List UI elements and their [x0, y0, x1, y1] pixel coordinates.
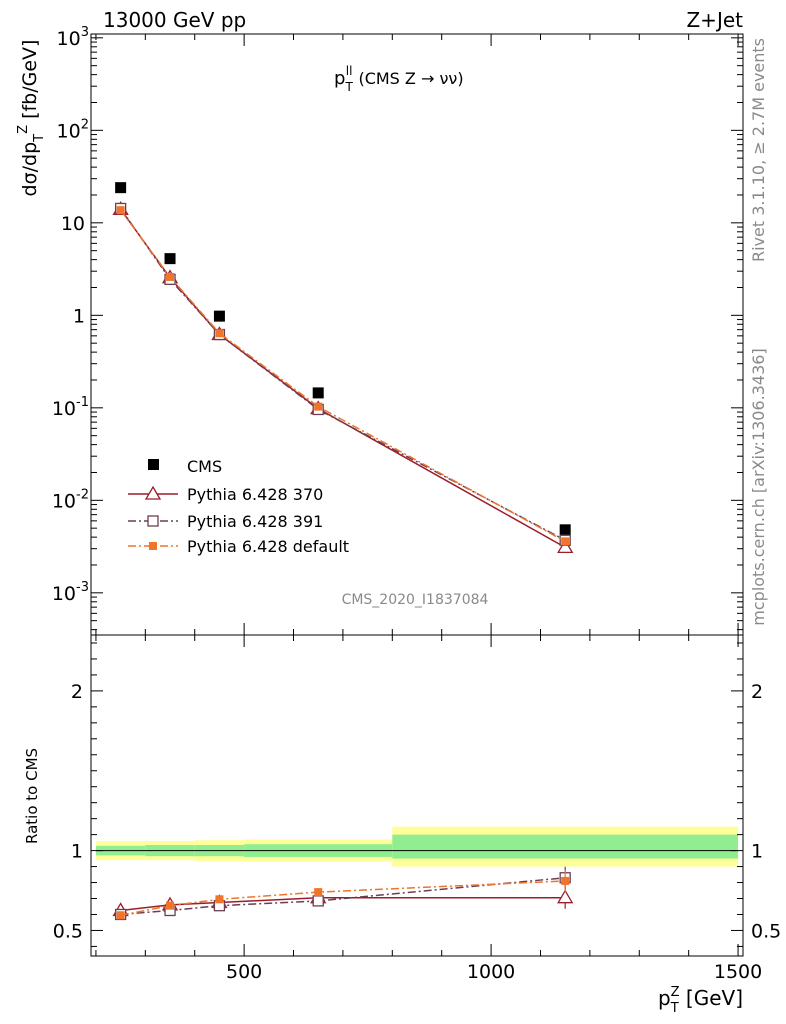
legend-marker-cms [148, 459, 159, 470]
main-ytick-label: 10-1 [52, 395, 89, 420]
ratio-point [215, 895, 224, 904]
main-series [112, 182, 574, 554]
legend-item-cms: CMS [148, 457, 222, 476]
ratio-ytick-label-right: 1 [751, 841, 763, 863]
ratio-series [112, 866, 574, 921]
ratio-bands [95, 826, 739, 867]
ratio-xtick-label: 500 [226, 961, 262, 983]
ratio-ytick-label-right: 2 [751, 681, 763, 703]
ratio-point [166, 901, 175, 910]
ratio-xtick-label: 1000 [467, 961, 515, 983]
ratio-frame [90, 634, 744, 957]
data-point [213, 310, 225, 322]
ratio-series-pythia-6-428-370 [112, 886, 574, 917]
data-point [116, 206, 125, 215]
data-point [559, 524, 571, 536]
ratio-ticks: 500 1000 1500 0.5 0.5 1 1 2 2 [53, 635, 781, 983]
legend-item-pythia-default: Pythia 6.428 default [128, 537, 349, 556]
series-pythia-6-428-370 [112, 201, 574, 554]
header-right: Z+Jet [686, 8, 743, 32]
rivet-label: Rivet 3.1.10, ≥ 2.7M events [749, 38, 768, 262]
ratio-point [116, 911, 125, 920]
ratio-ytick-label-right: 0.5 [751, 920, 781, 942]
legend-marker-pythia-default [149, 542, 157, 550]
main-ytick-label: 102 [57, 117, 89, 142]
ratio-ytick-label: 2 [71, 681, 83, 703]
header-left: 13000 GeV pp [103, 8, 246, 32]
legend-label-pythia-391: Pythia 6.428 391 [187, 512, 323, 531]
legend-item-pythia-370: Pythia 6.428 370 [128, 485, 323, 504]
data-point [314, 402, 323, 411]
main-ytick-label: 10-3 [52, 580, 89, 605]
ratio-point [557, 889, 574, 904]
series-cms [115, 182, 571, 536]
data-point [164, 253, 176, 265]
main-ytick-label: 10 [61, 213, 85, 235]
ratio-series-pythia-6-428-default [116, 869, 570, 920]
ratio-point [312, 895, 324, 907]
data-point [166, 272, 175, 281]
ratio-ytick-label: 0.5 [53, 920, 83, 942]
ratio-point [561, 876, 570, 885]
ratio-xtick-label: 1500 [714, 961, 762, 983]
legend-label-cms: CMS [187, 457, 222, 476]
legend-label-pythia-370: Pythia 6.428 370 [187, 485, 323, 504]
data-point [312, 387, 324, 399]
main-title: pTll (CMS Z → νν) [334, 64, 464, 94]
legend-marker-pythia-391 [147, 515, 159, 527]
data-point [115, 182, 127, 194]
series-pythia-6-428-391 [114, 202, 571, 546]
legend: CMS Pythia 6.428 370 Pythia 6.428 391 Py… [128, 457, 349, 556]
legend-label-pythia-default: Pythia 6.428 default [187, 537, 349, 556]
data-point [215, 329, 224, 338]
ratio-ytick-label: 1 [71, 841, 83, 863]
main-ytick-label: 1 [73, 305, 85, 327]
legend-item-pythia-391: Pythia 6.428 391 [128, 512, 323, 531]
main-ytick-label: 103 [57, 25, 89, 50]
data-point [557, 539, 574, 554]
ratio-panel: 500 1000 1500 0.5 0.5 1 1 2 2 Ratio to CMS pTZ [… [23, 634, 781, 1016]
main-ytick-label: 10-2 [52, 487, 89, 512]
data-point [561, 537, 570, 546]
main-ylabel: dσ/dpTZ [fb/GeV] [16, 40, 47, 197]
series-pythia-6-428-default [116, 206, 570, 546]
ratio-point [314, 888, 323, 897]
ratio-ylabel: Ratio to CMS [23, 748, 41, 844]
analysis-id: CMS_2020_I1837084 [342, 592, 489, 608]
legend-marker-pythia-370 [144, 485, 162, 500]
mcplots-label: mcplots.cern.ch [arXiv:1306.3436] [749, 348, 768, 625]
uncertainty-band-inner [392, 834, 739, 859]
ratio-series-pythia-6-428-391 [114, 866, 571, 921]
ratio-xlabel: pTZ [GeV] [658, 985, 743, 1016]
series-line-pythia-6-428-default [120, 209, 566, 543]
